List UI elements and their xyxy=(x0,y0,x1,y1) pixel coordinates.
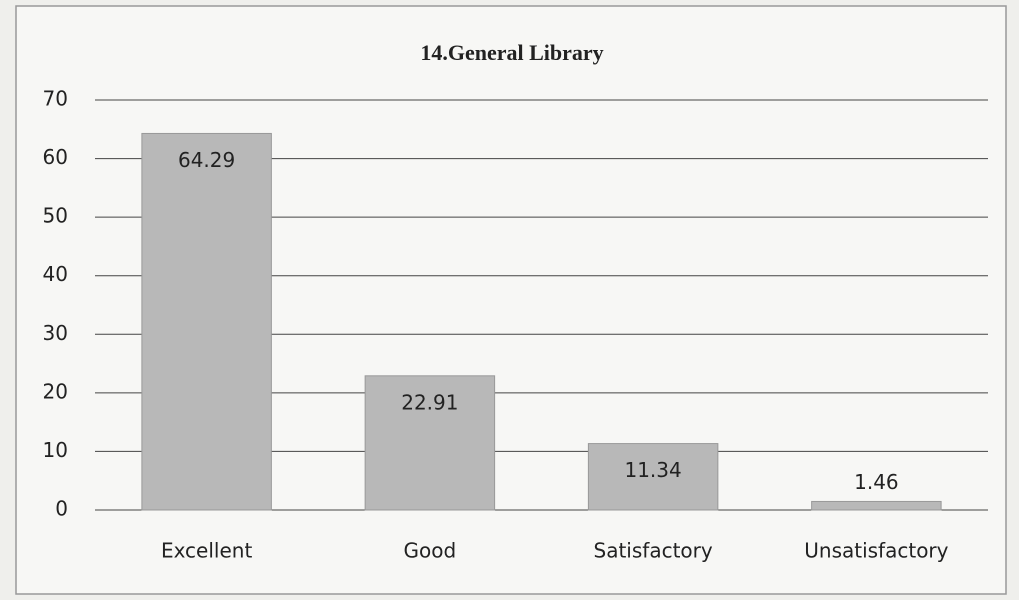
y-tick-label: 10 xyxy=(43,438,68,462)
chart-title: 14.General Library xyxy=(420,40,603,65)
y-tick-label: 0 xyxy=(55,497,68,521)
y-tick-label: 30 xyxy=(43,321,68,345)
data-label: 1.46 xyxy=(854,470,899,494)
bar xyxy=(811,500,942,511)
y-tick-label: 70 xyxy=(43,87,68,111)
y-tick-label: 60 xyxy=(43,145,68,169)
y-tick-label: 40 xyxy=(43,262,68,286)
x-tick-label: Unsatisfactory xyxy=(804,539,948,563)
data-label: 11.34 xyxy=(624,458,681,482)
x-tick-label: Excellent xyxy=(161,539,253,563)
data-label: 22.91 xyxy=(401,390,458,414)
y-tick-label: 50 xyxy=(43,204,68,228)
bar xyxy=(141,132,272,511)
data-label: 64.29 xyxy=(178,148,235,172)
y-tick-label: 20 xyxy=(43,379,68,403)
bar xyxy=(364,375,496,511)
x-tick-label: Satisfactory xyxy=(594,539,713,563)
x-tick-label: Good xyxy=(404,539,457,563)
bar xyxy=(587,443,719,511)
